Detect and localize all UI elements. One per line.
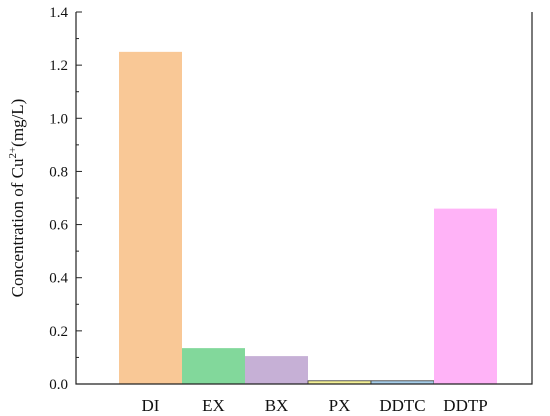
y-tick-label: 1.2 <box>49 58 68 74</box>
axis-frame <box>75 12 533 385</box>
x-tick-label-ex: EX <box>202 396 225 415</box>
y-tick-label: 1.0 <box>49 111 68 127</box>
y-axis-title-superscript: 2+ <box>7 147 19 159</box>
y-tick-label: 0.8 <box>49 164 68 180</box>
y-axis-ticks: 0.0 0.2 0.4 0.6 0.8 1.0 1.2 1.4 <box>49 5 82 393</box>
bar-bx <box>245 356 308 384</box>
bar-ex <box>182 348 245 384</box>
y-tick-label: 1.4 <box>49 5 68 21</box>
bar-di <box>119 51 182 384</box>
x-tick-label-bx: BX <box>265 396 289 415</box>
y-tick-label: 0.0 <box>49 377 68 393</box>
x-axis-labels: DI EX BX PX DDTC DDTP <box>142 396 488 415</box>
y-tick-label: 0.2 <box>49 324 68 340</box>
x-tick-label-ddtc: DDTC <box>379 396 425 415</box>
y-axis-title-main: Concentration of Cu <box>8 158 27 297</box>
x-tick-label-px: PX <box>329 396 351 415</box>
x-tick-label-ddtp: DDTP <box>443 396 487 415</box>
y-tick-label: 0.4 <box>49 271 68 287</box>
bar-ddtp <box>434 208 497 384</box>
y-axis-title: Concentration of Cu2+(mg/L) <box>7 99 27 298</box>
y-tick-label: 0.6 <box>49 218 68 234</box>
y-axis-title-unit: (mg/L) <box>8 99 27 147</box>
bars-group <box>119 51 497 385</box>
x-tick-label-di: DI <box>142 396 160 415</box>
